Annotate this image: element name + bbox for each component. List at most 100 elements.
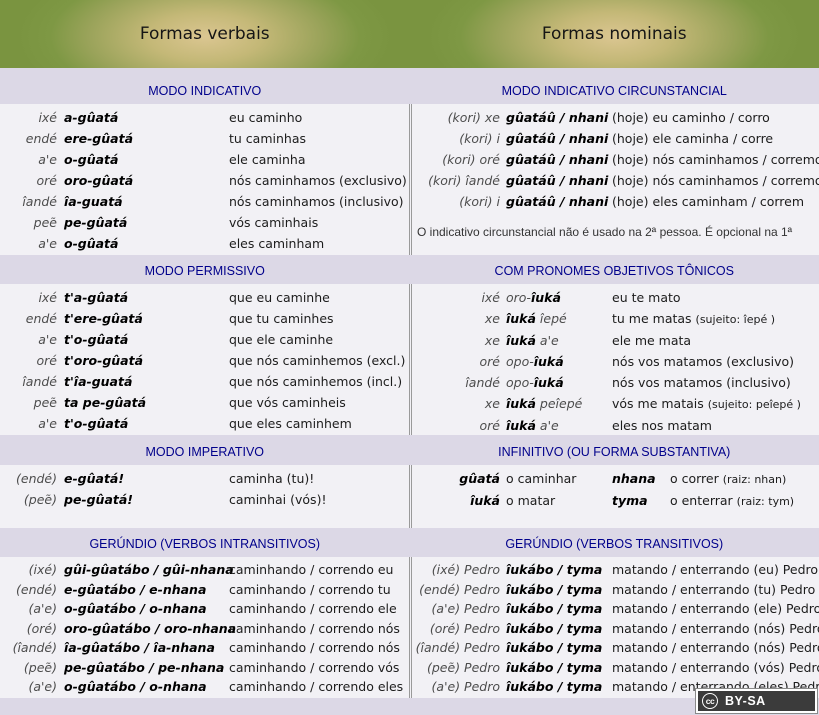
translation: nós caminhamos (exclusivo): [229, 173, 407, 188]
section-title-infinitivo: INFINITIVO (OU FORMA SUBSTANTIVA): [498, 445, 731, 459]
translation: o caminhar: [506, 471, 577, 486]
verb: oro-gûatábo / oro-nhana: [64, 619, 236, 639]
verb: t'îa-guatá: [64, 371, 222, 392]
verb-form: îa-gûatábo / îa-nhana: [64, 640, 215, 655]
conjugation-row: (îandé) îa-gûatábo / îa-nhana caminhando /…: [0, 638, 409, 658]
verb: a-gûatá: [64, 107, 222, 128]
pronoun: endé: [25, 311, 57, 326]
section-title-pronomes-objetivos: COM PRONOMES OBJETIVOS TÔNICOS: [494, 264, 734, 278]
verb-form: îukábo / tyma: [506, 562, 603, 577]
section-title-modo-indicativo-circunstancial: MODO INDICATIVO CIRCUNSTANCIAL: [501, 84, 727, 98]
conjugation-row: (endé) Pedro îukábo / tyma matando / enter…: [412, 580, 819, 600]
conjugation-row: a'e t'o-gûatá que ele caminhe: [0, 329, 409, 350]
verb: ere-gûatá: [64, 128, 222, 149]
verb: îukábo / tyma: [506, 599, 606, 619]
translation: matando / enterrando (eu) Pedro: [612, 562, 819, 577]
conjugation-row: ixé oro-îuká eu te mato: [412, 287, 819, 308]
pronoun: îandé: [22, 194, 57, 209]
verb-form: gûatáû / nhani: [506, 110, 609, 125]
verb-form: îuká: [533, 354, 564, 369]
conjugation-row: a'e o-gûatá ele caminha: [0, 149, 409, 170]
conjugation-row: (îandé) Pedro îukábo / tyma matando / ente…: [412, 638, 819, 658]
translation: que tu caminhes: [229, 311, 334, 326]
verb-form: îuká: [470, 493, 500, 508]
translation: caminhando / correndo vós: [229, 659, 400, 675]
translation: que nós caminhemos (incl.): [229, 374, 403, 389]
rows-pronomes-objetivos: ixé oro-îuká eu te mato xe îuká îepé tu me ma…: [409, 284, 819, 435]
conjugation-row: a'e t'o-gûatá que eles caminhem: [0, 413, 409, 434]
verb-form: îuká: [506, 418, 536, 433]
translation: o correr (raiz: nhan): [670, 471, 787, 486]
rows-modo-imperativo: (endé) e-gûatá! caminha (tu)! (peẽ) pe-gûatá…: [0, 465, 409, 528]
verb-form: pe-gûatá: [64, 215, 128, 230]
translation: vós caminhais: [229, 215, 319, 230]
translation: (hoje) eles caminham / correm: [612, 194, 804, 209]
verb: îuká a'e: [506, 415, 606, 435]
verb-form: e-gûatábo / e-nhana: [64, 581, 207, 597]
verb: gûatáû / nhani: [506, 191, 608, 212]
verb: o-gûatábo / o-nhana: [64, 677, 222, 697]
verb: îukábo / tyma: [506, 619, 606, 639]
verb: pe-gûatábo / pe-nhana: [64, 658, 224, 678]
pronoun: (endé) Pedro: [419, 581, 500, 597]
verb: îa-gûatábo / îa-nhana: [64, 638, 222, 658]
pronoun: ixé: [481, 290, 500, 305]
band2-body: ixé t'a-gûatá que eu caminhe endé t'ere-gûat…: [0, 284, 819, 435]
conjugation-row: xe îuká a'e ele me mata: [412, 330, 819, 351]
pronoun: ixé: [38, 290, 57, 305]
pronoun: îandé: [22, 374, 57, 389]
verb: ta pe-gûatá: [64, 392, 222, 413]
verb-form: t'a-gûatá: [64, 290, 129, 305]
pronoun: xe: [484, 396, 500, 411]
verb: îukábo / tyma: [506, 560, 606, 580]
conjugation-row: (oré) Pedro îukábo / tyma matando / enterr…: [412, 619, 819, 639]
pronoun: ixé: [38, 110, 57, 125]
translation: caminhando / correndo tu: [229, 581, 391, 597]
verb: îuká peîepé: [506, 393, 606, 415]
conjugation-row: (kori) îandé gûatáû / nhani (hoje) nós cam…: [412, 170, 819, 191]
pronoun: oré: [36, 353, 57, 368]
translation: nós vos matamos (exclusivo): [612, 354, 794, 369]
conjugation-row: (a'e) Pedro îukábo / tyma matando / enterr…: [412, 599, 819, 619]
pronoun: (kori) îandé: [428, 173, 500, 188]
verb-form: o-gûatá: [64, 152, 119, 167]
pronoun: îandé: [465, 375, 500, 390]
pronoun: (oré) Pedro: [429, 620, 500, 636]
pronoun: peẽ: [33, 395, 57, 410]
verb: t'a-gûatá: [64, 287, 222, 308]
verb-form: îukábo / tyma: [506, 601, 603, 616]
translation: (hoje) nós caminhamos / corremos: [612, 173, 819, 188]
translation: tu me matas (sujeito: îepé ): [612, 311, 776, 326]
verb-form: t'ere-gûatá: [64, 311, 143, 326]
verb: t'ere-gûatá: [64, 308, 222, 329]
pronoun: (kori) oré: [442, 152, 500, 167]
rows-infinitivo: gûatá o caminhar nhana o correr (raiz: nhan…: [409, 465, 819, 528]
section-title-modo-imperativo: MODO IMPERATIVO: [145, 445, 265, 459]
pronoun: (endé): [16, 471, 57, 486]
header-formas-nominais: Formas nominais: [409, 0, 819, 68]
translation: (hoje) eu caminho / corro: [612, 110, 770, 125]
verb: îukábo / tyma: [506, 638, 606, 658]
band1-body: ixé a-gûatá eu caminho endé ere-gûatá tu cami…: [0, 104, 819, 255]
conjugation-row: (kori) i gûatáû / nhani (hoje) ele caminha…: [412, 128, 819, 149]
section-title-gerundio-transitivos: GERÚNDIO (VERBOS TRANSITIVOS): [505, 537, 724, 551]
infinitive-row: îuká o matar tyma o enterrar (raiz: tym): [412, 490, 819, 512]
verb-form: îuká: [506, 333, 536, 348]
verb: oro-gûatá: [64, 170, 222, 191]
verb-form: gûi-gûatábo / gûi-nhana: [64, 562, 234, 577]
translation: ele me mata: [612, 333, 692, 348]
verb-form: gûatáû / nhani: [506, 152, 609, 167]
pronoun: (a'e) Pedro: [431, 601, 500, 616]
verb-suffix: a'e: [535, 333, 559, 348]
rows-modo-indicativo: ixé a-gûatá eu caminho endé ere-gûatá tu cami…: [0, 104, 409, 255]
translation: eu te mato: [612, 290, 681, 305]
section-title-gerundio-intransitivos: GERÚNDIO (VERBOS INTRANSITIVOS): [89, 537, 321, 551]
verb: gûi-gûatábo / gûi-nhana: [64, 560, 234, 580]
pronoun: (a'e): [28, 601, 57, 616]
subject-note: (sujeito: peîepé ): [707, 398, 801, 411]
verb-form: o-gûatábo / o-nhana: [64, 679, 207, 694]
translation: matando / enterrando (nós) Pedro: [612, 640, 819, 655]
infinitive-row: gûatá o caminhar nhana o correr (raiz: nhan…: [412, 468, 819, 490]
cc-by-sa-badge[interactable]: cc BY-SA: [695, 688, 818, 714]
